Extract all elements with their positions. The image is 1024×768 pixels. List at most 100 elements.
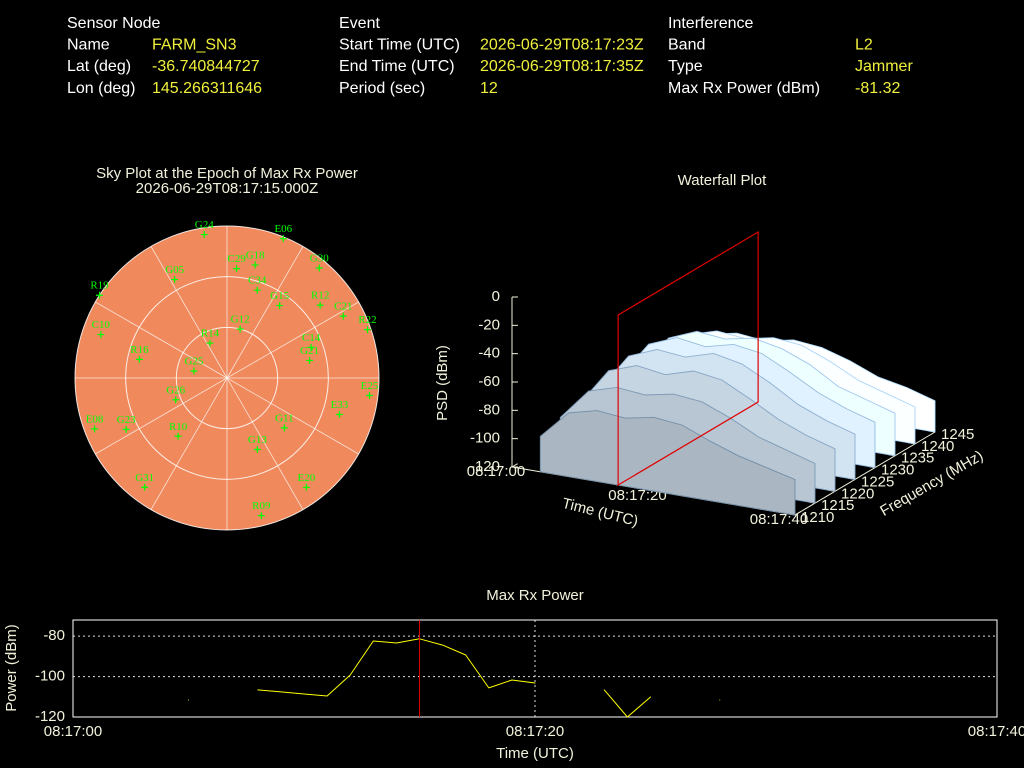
x-tick-label: 08:17:00 [467, 463, 525, 480]
satellite-label: G26 [166, 384, 185, 396]
field-value: 145.266311646 [152, 80, 262, 97]
power-line [188, 638, 721, 718]
satellite-marker [97, 331, 105, 339]
satellite-label: G30 [310, 253, 329, 265]
satellite-label: R10 [169, 421, 188, 433]
section-title: Interference [668, 15, 753, 32]
field-value: -81.32 [855, 80, 900, 97]
azimuth-spoke [150, 377, 228, 510]
y-tick-label: 1235 [901, 450, 934, 467]
x-tick-label: 08:17:00 [44, 723, 102, 740]
z-tick-label: -100 [470, 430, 500, 447]
z-tick-label: -40 [478, 345, 500, 362]
satellite-marker [171, 276, 179, 284]
satellite-marker [315, 264, 323, 272]
y-tick-label: -80 [43, 627, 65, 644]
satellite-marker [96, 291, 104, 299]
field-value: -36.740844727 [152, 58, 260, 75]
azimuth-spoke [150, 246, 228, 379]
satellite-label: R14 [201, 328, 220, 340]
satellite-marker [279, 235, 287, 243]
psd-slice [539, 410, 796, 516]
satellite-marker [233, 265, 241, 273]
field-label: Lon (deg) [67, 80, 136, 97]
y-tick-label: -120 [35, 708, 65, 725]
satellite-label: E25 [361, 380, 379, 392]
satellite-label: C14 [302, 332, 321, 344]
azimuth-spoke [95, 377, 228, 455]
satellite-label: G23 [117, 414, 136, 426]
satellite-marker [253, 286, 261, 294]
satellite-label: R19 [90, 280, 109, 292]
y-tick-label: 1215 [821, 497, 854, 514]
z-tick-label: -120 [470, 458, 500, 475]
satellite-marker [91, 425, 99, 433]
y-tick-label: 1245 [941, 426, 974, 443]
y-tick-label: 1225 [861, 473, 894, 490]
satellite-marker [365, 391, 373, 399]
satellite-label: E06 [274, 223, 292, 235]
field-label: Start Time (UTC) [339, 37, 460, 54]
x-tick-label: 08:17:20 [506, 723, 564, 740]
section-title: Event [339, 15, 380, 32]
satellite-label: G25 [184, 356, 203, 368]
satellite-marker [141, 483, 149, 491]
field-label: Name [67, 37, 110, 54]
field-label: Type [668, 58, 703, 75]
field-value: L2 [855, 37, 873, 54]
chart-title: Sky Plot at the Epoch of Max Rx Power [96, 165, 358, 182]
x-tick-label: 08:17:20 [608, 487, 666, 504]
satellite-label: E08 [86, 413, 104, 425]
satellite-label: E33 [331, 399, 349, 411]
satellite-marker [280, 424, 288, 432]
field-value: Jammer [855, 58, 913, 75]
field-label: Lat (deg) [67, 58, 131, 75]
satellite-label: C21 [334, 301, 352, 313]
azimuth-spoke [226, 301, 359, 379]
z-tick-label: -60 [478, 373, 500, 390]
azimuth-spoke [226, 377, 359, 455]
z-tick-label: 0 [492, 288, 500, 305]
y-tick-label: 1230 [881, 462, 914, 479]
satellite-label: E20 [298, 472, 316, 484]
satellite-marker [172, 396, 180, 404]
satellite-label: R16 [130, 344, 149, 356]
x-axis-label: Time (UTC) [496, 745, 574, 762]
x-tick-label: 08:17:40 [750, 511, 808, 528]
satellite-marker [206, 339, 214, 347]
field-label: End Time (UTC) [339, 58, 455, 75]
field-label: Max Rx Power (dBm) [668, 80, 820, 97]
satellite-label: C29 [227, 253, 246, 265]
satellite-label: G12 [231, 314, 250, 326]
y-axis-label: Power (dBm) [3, 624, 20, 712]
section-title: Sensor Node [67, 15, 160, 32]
satellite-marker [200, 231, 208, 239]
field-value: FARM_SN3 [152, 37, 237, 54]
field-label: Period (sec) [339, 80, 425, 97]
x-tick [511, 463, 518, 468]
field-value: 2026-06-29T08:17:23Z [480, 37, 644, 54]
chart-title: Waterfall Plot [678, 172, 767, 189]
satellite-marker [190, 367, 198, 375]
azimuth-spoke [226, 246, 304, 379]
z-axis-label: PSD (dBm) [434, 345, 451, 421]
satellite-marker [122, 425, 130, 433]
satellite-label: R09 [252, 500, 271, 512]
field-value: 12 [480, 80, 498, 97]
satellite-label: G15 [270, 290, 289, 302]
satellite-label: R22 [358, 314, 376, 326]
chart-subtitle: 2026-06-29T08:17:15.000Z [136, 180, 319, 197]
y-tick-label: 1240 [921, 438, 954, 455]
satellite-marker [236, 325, 244, 333]
satellite-label: G11 [275, 412, 294, 424]
y-tick-label: -100 [35, 668, 65, 685]
satellite-marker [307, 343, 315, 351]
satellite-label: G18 [246, 249, 265, 261]
x-tick [794, 511, 801, 516]
satellite-label: G13 [248, 434, 267, 446]
satellite-marker [302, 483, 310, 491]
satellite-marker [335, 411, 343, 419]
epoch-plane [617, 230, 759, 487]
